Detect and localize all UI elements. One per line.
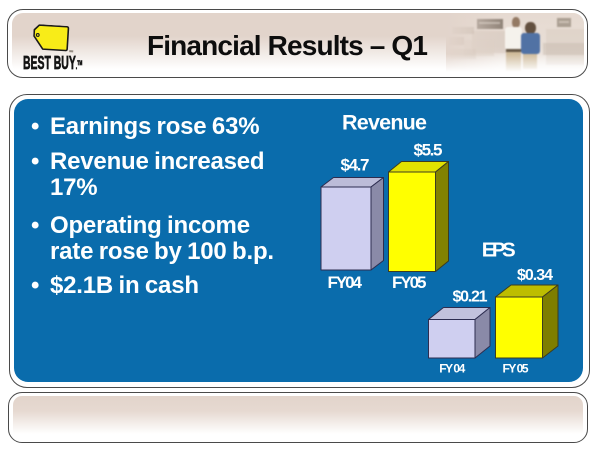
svg-text:$0.21: $0.21 — [453, 288, 488, 305]
svg-text:EPS: EPS — [482, 239, 516, 262]
svg-text:FY05: FY05 — [392, 273, 427, 292]
svg-text:Revenue: Revenue — [342, 111, 427, 135]
svg-text:FY 05: FY 05 — [503, 362, 529, 376]
svg-text:$4.7: $4.7 — [341, 156, 370, 175]
svg-text:$5.5: $5.5 — [414, 141, 443, 160]
svg-text:$0.34: $0.34 — [517, 267, 553, 284]
svg-text:FY04: FY04 — [328, 273, 363, 292]
svg-text:FY 04: FY 04 — [439, 362, 465, 376]
